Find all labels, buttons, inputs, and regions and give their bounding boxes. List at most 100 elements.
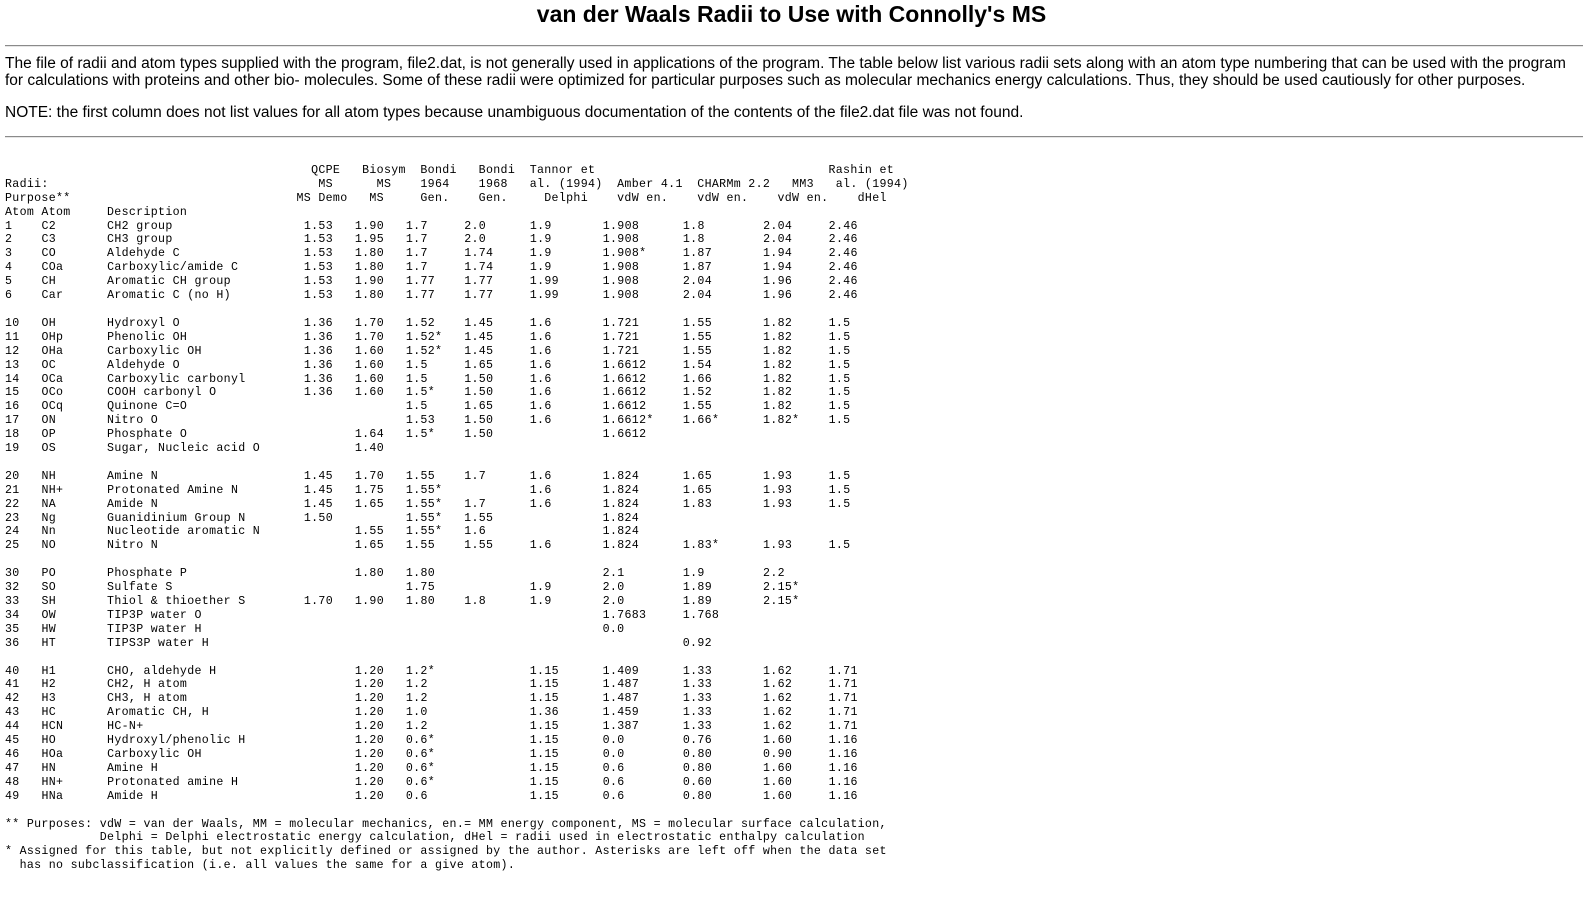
cell-biosym: 1.20: [354, 664, 384, 678]
page-title: van der Waals Radii to Use with Connolly…: [536, 1, 1047, 27]
cell-charmm: 1.87: [682, 261, 713, 275]
cell-mm3: 1.93: [763, 483, 793, 497]
cell-num: 3: [5, 247, 13, 261]
cell-rashin: 1.71: [828, 706, 858, 720]
cell-charmm: 1.33: [682, 720, 712, 734]
cell-num: 41: [5, 678, 20, 692]
cell-amber: 2.0: [602, 595, 625, 608]
cell-charmm: 1.89: [682, 595, 713, 608]
table-row: 35 HW TIP3P water H 0.0: [5, 623, 624, 636]
table-row: 20 NH Amine N 1.45 1.70 1.55 1.7 1.6 1.8…: [5, 470, 851, 483]
cell-charmm: 1.52: [682, 386, 713, 400]
cell-mm3: 1.93: [763, 469, 793, 483]
cell-atom: OP: [41, 428, 57, 442]
cell-charmm: 1.66: [682, 372, 713, 386]
cell-qcpe: 1.53: [303, 275, 333, 289]
cell-mm3: 0.90: [763, 747, 793, 761]
cell-amber: 0.0: [602, 747, 625, 761]
cell-desc: COOH carbonyl O: [107, 386, 217, 400]
cell-rashin: 1.5: [828, 414, 851, 428]
cell-amber: 1.908: [602, 219, 640, 233]
cell-b64: 1.7: [405, 247, 428, 261]
cell-num: 2: [5, 233, 13, 247]
cell-b64: 1.52*: [405, 330, 443, 344]
cell-mm3: 1.62: [763, 664, 793, 678]
cell-atom: NH: [41, 469, 57, 483]
cell-tannor: 1.6: [529, 386, 552, 400]
cell-rashin: 1.71: [828, 692, 858, 706]
cell-amber: 1.487: [602, 692, 640, 706]
cell-desc: CH3, H atom: [107, 692, 188, 706]
table-row: 40 H1 CHO, aldehyde H 1.20 1.2* 1.15 1.4…: [5, 665, 858, 678]
cell-amber: 1.6612: [602, 428, 647, 442]
table-row: 44 HCN HC-N+ 1.20 1.2 1.15 1.387 1.33 1.…: [5, 720, 858, 733]
cell-amber: 1.459: [602, 706, 640, 720]
cell-qcpe: 1.36: [303, 344, 333, 358]
cell-qcpe: 1.70: [303, 595, 333, 608]
cell-charmm: 1.33: [682, 692, 712, 706]
cell-rashin: 1.5: [828, 344, 851, 358]
cell-rashin: 2.46: [828, 261, 858, 275]
cell-amber: 1.824: [602, 511, 640, 525]
cell-atom: PO: [41, 567, 57, 581]
cell-atom: HW: [41, 622, 57, 636]
note-paragraph: NOTE: the first column does not list val…: [5, 104, 1024, 121]
cell-atom: HN+: [41, 775, 64, 789]
cell-tannor: 1.6: [529, 316, 552, 330]
cell-biosym: 1.75: [354, 483, 385, 497]
cell-b68: 1.50: [464, 372, 494, 386]
cell-b68: 1.50: [464, 414, 494, 428]
cell-b64: 1.77: [405, 275, 436, 289]
cell-b64: 0.6*: [405, 747, 436, 761]
cell-num: 11: [5, 330, 20, 344]
cell-b64: 1.55: [405, 539, 436, 553]
cell-rashin: 2.46: [828, 247, 858, 261]
cell-biosym: 1.60: [354, 358, 384, 372]
cell-mm3: 1.82: [763, 316, 793, 330]
table-row: 33 SH Thiol & thioether S 1.70 1.90 1.80…: [5, 595, 800, 608]
cell-num: 46: [5, 747, 20, 761]
cell-charmm: 1.8: [682, 233, 705, 247]
table-row: 22 NA Amide N 1.45 1.65 1.55* 1.7 1.6 1.…: [5, 498, 851, 511]
table-row: 10 OH Hydroxyl O 1.36 1.70 1.52 1.45 1.6…: [5, 317, 850, 330]
cell-atom: HOa: [41, 747, 64, 761]
cell-atom: CH: [41, 275, 57, 289]
cell-qcpe: 1.53: [303, 289, 333, 303]
cell-amber: 1.7683: [602, 608, 647, 622]
cell-rashin: 1.5: [828, 400, 851, 414]
cell-tannor: 1.15: [529, 692, 559, 706]
cell-charmm: 1.55: [682, 316, 712, 330]
cell-amber: 2.0: [602, 581, 625, 595]
cell-mm3: 1.62: [763, 720, 793, 734]
cell-mm3: 1.96: [763, 289, 793, 303]
cell-tannor: 1.15: [529, 664, 559, 678]
cell-qcpe: 1.36: [303, 358, 333, 372]
cell-b64: 1.0: [405, 706, 428, 720]
cell-num: 35: [5, 622, 20, 636]
cell-b68: 2.0: [464, 219, 487, 233]
cell-qcpe: 1.53: [303, 247, 333, 261]
cell-qcpe: 1.50: [303, 511, 333, 525]
cell-b68: 1.7: [464, 469, 487, 483]
table-row: 34 OW TIP3P water O 1.7683 1.768: [5, 609, 719, 622]
cell-tannor: 1.6: [529, 400, 552, 414]
table-row: 15 OCo COOH carbonyl O 1.36 1.60 1.5* 1.…: [5, 386, 851, 399]
cell-b68: 1.45: [464, 316, 494, 330]
cell-desc: Aromatic CH group: [107, 275, 231, 289]
table-row: 45 HO Hydroxyl/phenolic H 1.20 0.6* 1.15…: [5, 734, 858, 747]
table-header-line: Purpose** MS Demo MS Gen. Gen. Delphi vd…: [5, 191, 887, 205]
cell-biosym: 1.20: [354, 706, 384, 720]
cell-desc: Hydroxyl O: [107, 316, 180, 330]
cell-atom: OCq: [41, 400, 64, 414]
footnote: ** Purposes: vdW = van der Waals, MM = m…: [5, 817, 887, 831]
cell-desc: Carboxylic OH: [107, 747, 202, 761]
cell-mm3: 1.60: [763, 734, 793, 748]
cell-atom: CO: [41, 247, 57, 261]
cell-num: 45: [5, 734, 20, 748]
cell-desc: TIP3P water O: [107, 608, 202, 622]
cell-b64: 1.5: [405, 400, 428, 414]
cell-charmm: 0.76: [682, 734, 712, 748]
cell-mm3: 1.62: [763, 692, 793, 706]
cell-biosym: 1.95: [354, 233, 385, 247]
cell-tannor: 1.15: [529, 761, 559, 775]
